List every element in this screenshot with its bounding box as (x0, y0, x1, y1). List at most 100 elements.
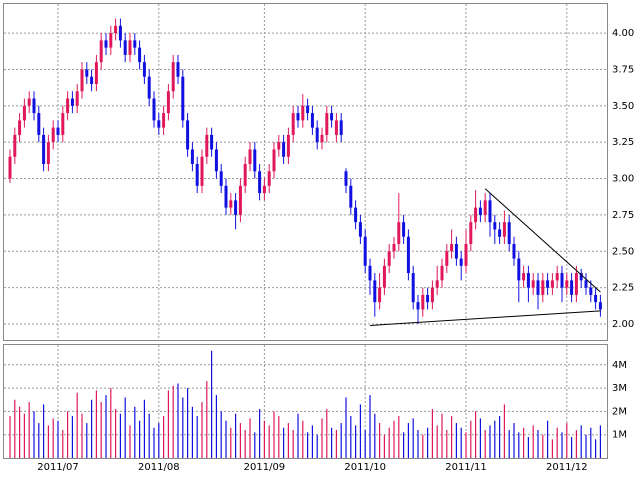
candle-body (426, 294, 430, 303)
x-tick-label: 2011/10 (344, 462, 386, 473)
candle-body (75, 91, 79, 106)
candle-body (282, 142, 286, 157)
candle-body (550, 280, 554, 288)
candle-body (80, 69, 84, 92)
candle-body (406, 236, 410, 274)
candle-body (18, 120, 22, 135)
candle-body (99, 40, 103, 63)
candle-body (157, 120, 161, 128)
candle-body (186, 120, 190, 150)
y-tick-label: 2.25 (612, 283, 634, 294)
candle-body (310, 113, 314, 128)
y-tick-label: 4.00 (612, 28, 634, 39)
candle-body (454, 244, 458, 259)
candle-body (195, 164, 199, 186)
candle-body (128, 40, 132, 55)
candle-body (469, 222, 473, 244)
candle-body (478, 207, 482, 215)
candle-body (464, 244, 468, 266)
candle-body (387, 251, 391, 266)
y-tick-label: 3.75 (612, 64, 634, 75)
candle-body (301, 105, 305, 121)
candle-body (286, 134, 290, 157)
candle-body (123, 40, 127, 55)
volume-tick-label: 2M (612, 406, 627, 417)
candle-body (37, 113, 41, 135)
candle-body (85, 69, 89, 77)
volume-tick-label: 4M (612, 360, 627, 371)
candle-body (392, 244, 396, 252)
candle-body (138, 47, 142, 63)
candle-body (13, 134, 17, 157)
candle-body (574, 273, 578, 295)
price-panel (3, 3, 608, 341)
candle-body (142, 62, 146, 77)
candle-body (378, 287, 382, 303)
candle-body (162, 113, 166, 128)
trendline (369, 310, 601, 326)
candle-body (589, 287, 593, 295)
candle-body (531, 280, 535, 288)
candle-body (118, 25, 122, 41)
candle-body (32, 98, 36, 114)
candle-body (565, 280, 569, 288)
candle-body (229, 200, 233, 208)
candle-body (488, 200, 492, 223)
candle-body (560, 273, 564, 288)
candle-body (306, 105, 310, 114)
candle-body (320, 134, 324, 143)
candle-body (536, 280, 540, 295)
candle-body (349, 185, 353, 208)
candle-body (90, 76, 94, 84)
candle-body (61, 113, 65, 135)
candle-body (315, 127, 319, 143)
candle-body (598, 302, 602, 310)
candle-body (296, 113, 300, 121)
volume-tick-label: 3M (612, 383, 627, 394)
candle-body (22, 105, 26, 121)
candle-body (258, 171, 262, 194)
candle-body (445, 251, 449, 266)
candle-body (541, 280, 545, 295)
x-tick-label: 2011/12 (546, 462, 588, 473)
candle-body (421, 294, 425, 310)
candle-body (205, 134, 209, 157)
x-tick-label: 2011/11 (445, 462, 487, 473)
candle-body (354, 207, 358, 223)
candle-body (248, 149, 252, 164)
candle-body (267, 171, 271, 186)
candle-body (459, 258, 463, 266)
candle-body (70, 98, 74, 106)
candle-body (584, 280, 588, 288)
candle-body (272, 149, 276, 172)
candle-body (190, 149, 194, 164)
candle-body (382, 265, 386, 288)
candle-body (502, 222, 506, 237)
candle-body (440, 265, 444, 281)
candle-body (416, 302, 420, 310)
candle-body (435, 280, 439, 288)
candle-body (176, 62, 180, 77)
candle-body (450, 244, 454, 252)
candle-body (483, 200, 487, 215)
candle-body (171, 62, 175, 92)
candle-body (570, 280, 574, 295)
candle-body (512, 244, 516, 259)
volume-panel (3, 344, 608, 459)
candle-body (373, 280, 377, 303)
y-tick-label: 2.00 (612, 319, 634, 330)
candle-body (579, 273, 583, 281)
y-tick-label: 3.50 (612, 101, 634, 112)
candle-body (522, 273, 526, 281)
candle-body (526, 273, 530, 288)
candle-body (325, 113, 329, 135)
candle-body (51, 127, 55, 143)
candle-body (594, 294, 598, 303)
candle-body (330, 113, 334, 121)
candle-body (402, 222, 406, 237)
candle-body (181, 76, 185, 121)
candle-body (397, 222, 401, 244)
candle-body (368, 265, 372, 281)
candle-body (104, 40, 108, 48)
